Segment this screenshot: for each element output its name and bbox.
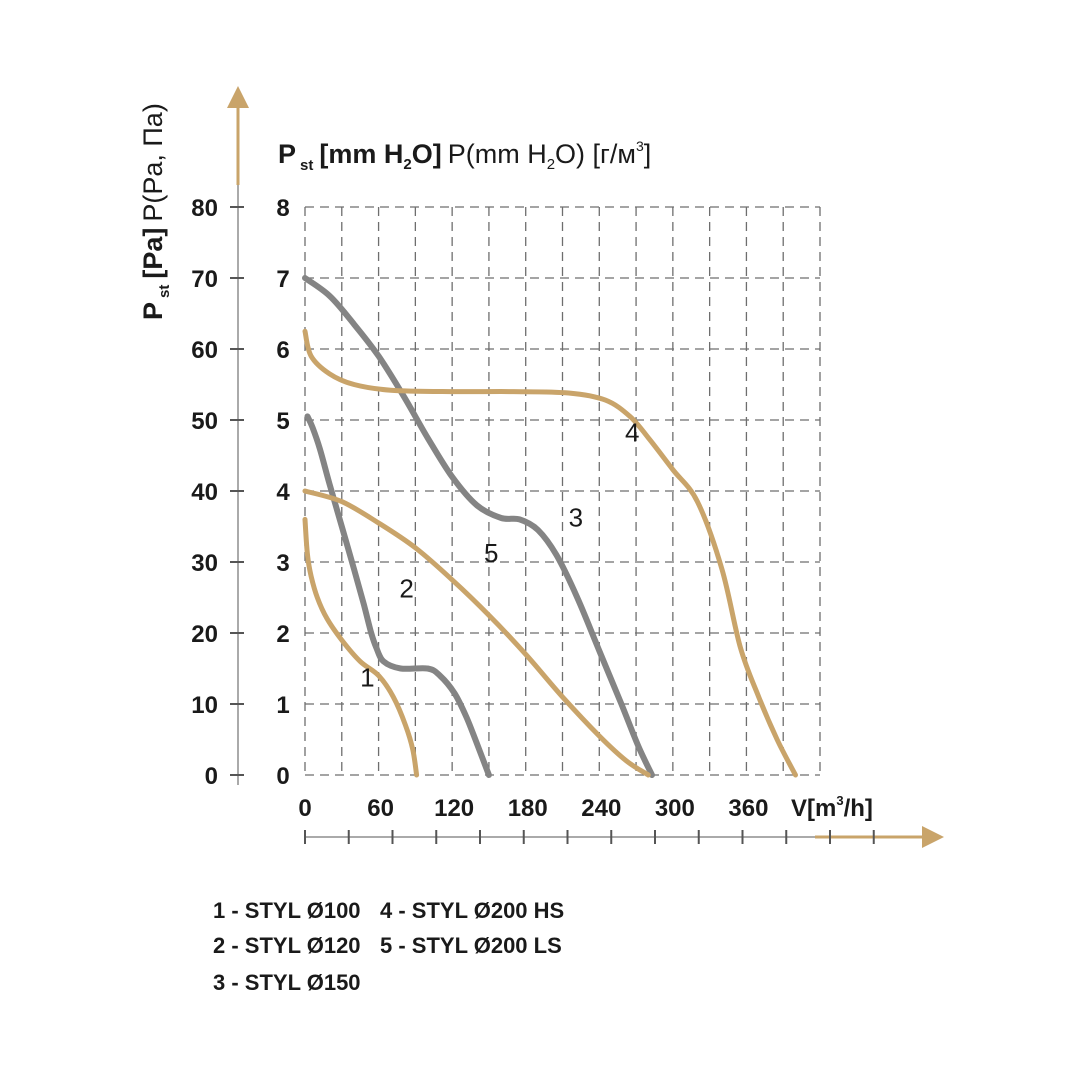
series-label-2: 2 (399, 574, 413, 604)
y-axis-ticks-mm: 0 1 2 3 4 5 6 7 8 (276, 195, 290, 790)
y-tick-mm: 6 (276, 337, 289, 364)
y-label-mm-unit-1: [mm H (319, 139, 403, 169)
series-label-3: 3 (569, 503, 583, 533)
x-tick: 240 (581, 795, 621, 822)
y-label-mm-sub: st (300, 157, 313, 174)
series-labels: 1 2 3 4 5 (360, 417, 639, 692)
y-axis-ticks-pa: 0 10 20 30 40 50 60 70 80 (191, 195, 244, 790)
legend: 1 - STYL Ø100 2 - STYL Ø120 3 - STYL Ø15… (213, 898, 564, 995)
y-tick-pa: 50 (191, 408, 218, 435)
y-tick-pa: 70 (191, 266, 218, 293)
y-label-pa-p: P (138, 302, 168, 320)
x-label-main-1: V[m (791, 795, 836, 822)
y-tick-pa: 40 (191, 479, 218, 506)
y-tick-pa: 20 (191, 621, 218, 648)
legend-item-3: 3 - STYL Ø150 (213, 970, 361, 995)
x-axis-arrowhead (922, 826, 944, 848)
y-axis-arrowhead (227, 86, 249, 108)
x-tick: 0 (298, 795, 311, 822)
y-label-mm-rest-2: O) [г/м (555, 139, 636, 169)
y-tick-mm: 4 (276, 479, 290, 506)
y-label-pa-rest: P(Pa, Па) (138, 103, 168, 221)
series-curves (302, 275, 798, 778)
x-tick: 60 (367, 795, 394, 822)
y-tick-mm: 7 (276, 266, 289, 293)
y-label-mm-rest-sup: 3 (636, 138, 644, 154)
grid (304, 206, 821, 776)
legend-item-2: 2 - STYL Ø120 (213, 933, 361, 958)
y-tick-mm: 0 (276, 763, 289, 790)
y-axis-label-pa: Pst [Pa] P(Pa, Па) (138, 103, 173, 320)
y-tick-mm: 5 (276, 408, 289, 435)
series-line-5 (302, 488, 651, 778)
series-label-1: 1 (360, 662, 374, 692)
x-label-sup: 3 (836, 793, 843, 808)
y-tick-pa: 10 (191, 692, 218, 719)
y-label-mm-rest-sub: 2 (547, 156, 555, 173)
series-line-4 (302, 328, 798, 778)
y-tick-pa: 30 (191, 550, 218, 577)
y-label-pa-unit: [Pa] (138, 228, 168, 279)
legend-item-5: 5 - STYL Ø200 LS (380, 933, 562, 958)
y-tick-pa: 80 (191, 195, 218, 222)
x-tick: 300 (655, 795, 695, 822)
series-label-4: 4 (625, 417, 639, 447)
x-tick: 360 (728, 795, 768, 822)
series-line-3 (302, 275, 655, 778)
y-arrow-axis (227, 86, 249, 785)
y-tick-mm: 1 (276, 692, 289, 719)
x-tick: 120 (434, 795, 474, 822)
series-line-1 (302, 516, 420, 778)
y-label-mm-p: P (278, 139, 296, 169)
series-line-2 (304, 413, 492, 778)
x-arrow-axis (305, 826, 944, 848)
legend-item-4: 4 - STYL Ø200 HS (380, 898, 564, 923)
y-label-mm-rest-1: P(mm H (448, 139, 547, 169)
x-label-main-2: /h] (844, 795, 873, 822)
y-label-mm-unit-2: O] (412, 139, 442, 169)
series-label-5: 5 (484, 538, 498, 568)
y-label-pa-sub: st (156, 285, 173, 298)
x-axis-ticks: 0 60 120 180 240 300 360 (298, 795, 875, 844)
y-tick-mm: 3 (276, 550, 289, 577)
x-tick: 180 (508, 795, 548, 822)
y-label-mm-rest-3: ] (644, 139, 652, 169)
y-label-mm-unit-sub: 2 (403, 156, 411, 173)
y-tick-mm: 8 (276, 195, 289, 222)
y-tick-mm: 2 (276, 621, 289, 648)
x-axis-label: V[m3/h] (791, 793, 873, 822)
y-tick-pa: 60 (191, 337, 218, 364)
legend-item-1: 1 - STYL Ø100 (213, 898, 361, 923)
y-tick-pa: 0 (205, 763, 218, 790)
